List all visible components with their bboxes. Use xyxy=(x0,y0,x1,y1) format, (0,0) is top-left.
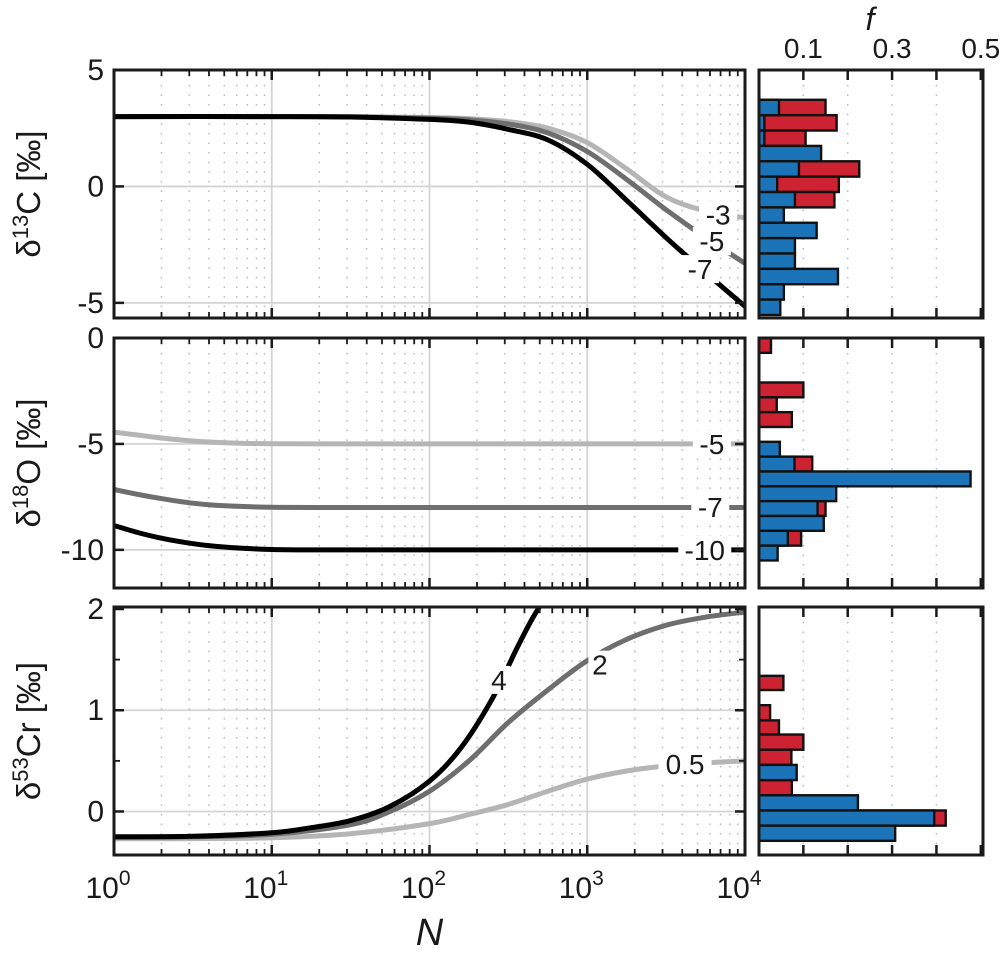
hist-bar-blue xyxy=(759,98,781,117)
hist-bar-red xyxy=(759,778,794,797)
x-tick-label: 104 xyxy=(716,867,761,905)
hist-bar-blue xyxy=(759,499,819,518)
hist-bar-blue xyxy=(759,514,825,532)
panel-d53Cr-histogram xyxy=(757,605,985,857)
y-tick-label: 0 xyxy=(87,322,104,355)
curve-label-d18O--5: -5 xyxy=(699,429,724,460)
y-tick-label: -5 xyxy=(77,287,104,320)
hist-bar-blue xyxy=(759,221,818,240)
hist-bar-blue xyxy=(759,283,786,301)
hist-bar-blue xyxy=(759,298,782,317)
y-axis-label-d18O: δ18O [‰] xyxy=(8,398,47,527)
f-tick-label: 0.5 xyxy=(961,33,1000,64)
hist-bar-red xyxy=(759,733,805,751)
curves-d53Cr: 4 20.5 xyxy=(114,607,745,842)
hist-bar-red xyxy=(759,703,772,722)
curves-d18O: -5 -7 -10 xyxy=(114,429,745,566)
axes-box xyxy=(757,336,985,590)
f-tick-label: 0.3 xyxy=(873,33,912,64)
hist-bar-blue xyxy=(759,529,790,547)
hist-bar-blue xyxy=(759,252,797,271)
hist-bar-blue xyxy=(759,190,797,209)
hist-bar-red xyxy=(759,129,807,148)
x-tick-label: 100 xyxy=(85,867,130,905)
panel-d18O-line: -5 -7 -10 0 -5 -10 δ18O [‰] xyxy=(8,322,747,590)
curve-d18O--10 xyxy=(114,523,745,553)
histogram-bars-d53Cr xyxy=(759,674,947,843)
hist-bar-blue xyxy=(759,175,779,194)
curve-label-d13C--3: -3 xyxy=(706,199,731,230)
curves-d13C: -3-5-7 xyxy=(114,114,745,309)
curve-label-bg xyxy=(678,535,732,564)
panel-d18O-histogram xyxy=(757,336,985,590)
hist-bar-blue xyxy=(759,440,782,458)
curve-label-d13C--5: -5 xyxy=(699,226,724,257)
curve-label-d53Cr-2: 2 xyxy=(592,650,608,681)
hist-bar-red xyxy=(759,719,781,736)
hist-bar-blue xyxy=(759,267,840,286)
curve-label-bg xyxy=(658,749,712,778)
curve-label-bg xyxy=(692,429,731,458)
hist-bar-red xyxy=(759,396,778,414)
curve-label-d18O--10: -10 xyxy=(685,535,725,566)
hist-bar-blue xyxy=(759,485,838,503)
curve-d18O--5 xyxy=(114,429,745,447)
histogram-bars-d13C xyxy=(759,98,861,317)
hist-bar-blue xyxy=(759,809,936,827)
histogram-bars-d18O xyxy=(759,338,972,562)
curve-label-bg xyxy=(692,227,731,256)
curve-label-d53Cr-0.5: 0.5 xyxy=(666,749,705,780)
y-axis-label-d13C: δ13C [‰] xyxy=(8,130,47,257)
hist-bar-red xyxy=(759,338,773,355)
hist-bar-blue xyxy=(759,824,897,843)
hist-bar-blue xyxy=(759,206,786,224)
f-tick-label: 0.1 xyxy=(784,33,823,64)
hist-bar-blue xyxy=(759,455,796,473)
curve-label-d13C--7: -7 xyxy=(688,254,713,285)
y-tick-label: 1 xyxy=(87,694,104,727)
curve-d13C--7 xyxy=(114,114,745,309)
curve-label-bg xyxy=(681,255,720,284)
y-axis-label-d53Cr: δ53Cr [‰] xyxy=(8,662,47,800)
hist-bar-blue xyxy=(759,144,823,163)
y-tick-label: -10 xyxy=(61,534,104,567)
hist-bar-red xyxy=(759,748,793,767)
curve-label-d53Cr-4: 4 xyxy=(491,665,507,696)
hist-bar-red xyxy=(759,381,805,399)
x-axis-label: N xyxy=(416,912,444,954)
x-tick-label: 103 xyxy=(559,867,604,905)
hist-bar-red xyxy=(759,410,794,429)
curve-label-bg xyxy=(487,665,511,694)
curve-label-d18O--7: -7 xyxy=(698,492,723,523)
panel-d13C-histogram xyxy=(757,68,985,320)
hist-bar-blue xyxy=(759,794,860,812)
axes-box xyxy=(757,68,985,320)
y-tick-label: 0 xyxy=(87,170,104,203)
curve-label-bg xyxy=(691,493,730,522)
y-tick-label: 2 xyxy=(87,593,104,626)
curve-d18O--7 xyxy=(114,486,745,511)
y-tick-label: -5 xyxy=(77,428,104,461)
y-tick-label: 0 xyxy=(87,795,104,828)
axes-box xyxy=(757,605,985,857)
y-tick-label: 5 xyxy=(87,54,104,87)
hist-bar-red xyxy=(759,113,838,132)
hist-bar-blue xyxy=(759,160,801,178)
x-tick-label: 102 xyxy=(401,867,446,905)
curve-label-bg xyxy=(699,200,738,229)
x-tick-label: 101 xyxy=(243,867,288,905)
hist-bar-blue xyxy=(759,470,972,488)
hist-bar-blue xyxy=(759,763,798,782)
hist-bar-blue xyxy=(759,236,797,255)
hist-bar-blue xyxy=(759,544,779,562)
curve-d53Cr-4 xyxy=(114,607,543,840)
f-axis-label: f xyxy=(866,1,878,37)
hist-bar-red xyxy=(759,674,785,692)
curve-label-bg xyxy=(588,650,612,679)
